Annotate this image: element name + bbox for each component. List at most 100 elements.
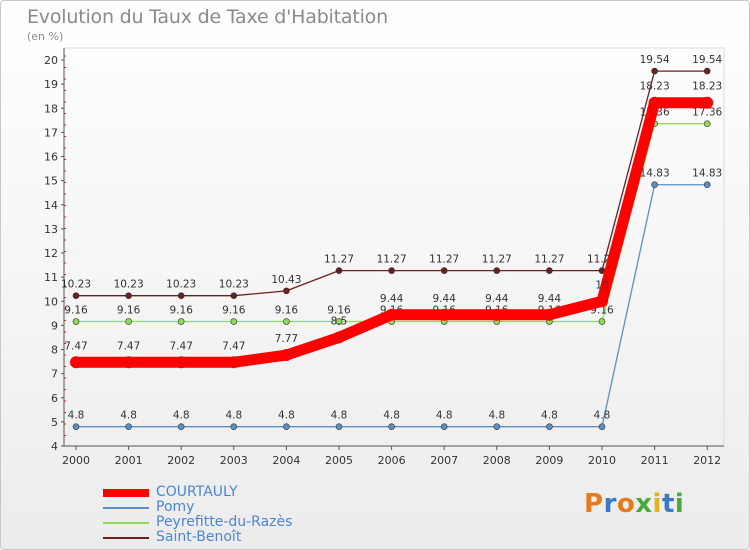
x-tick-label: 2012	[693, 454, 721, 467]
data-point	[230, 423, 238, 431]
data-point	[490, 308, 503, 321]
data-label: 4.8	[383, 410, 400, 422]
legend-swatch-peyrefitte	[103, 521, 149, 524]
data-label: 4.8	[68, 410, 85, 422]
legend-item-saint-benoit: Saint-Benoît	[103, 530, 292, 545]
brand-letter: P	[584, 489, 604, 519]
data-point	[440, 423, 448, 431]
y-tick-label: 15	[44, 175, 58, 188]
y-tick-label: 8	[51, 344, 58, 357]
data-label: 10.23	[114, 279, 144, 291]
brand-letter: t	[661, 489, 675, 519]
brand-letter: o	[616, 489, 636, 519]
data-label: 7.47	[64, 340, 87, 352]
y-tick-label: 7	[51, 368, 58, 381]
data-label: 10	[595, 279, 608, 291]
data-point	[125, 318, 132, 325]
data-label: 19.54	[692, 54, 722, 66]
x-tick-label: 2009	[535, 454, 563, 467]
data-label: 4.8	[436, 410, 453, 422]
x-tick-label: 2003	[220, 454, 248, 467]
data-label: 7.47	[117, 340, 140, 352]
data-label: 10.23	[61, 279, 91, 291]
data-label: 11.27	[534, 254, 564, 266]
data-label: 4.8	[278, 410, 295, 422]
y-tick-label: 5	[51, 416, 58, 429]
data-point	[543, 308, 556, 321]
data-label: 18.23	[640, 81, 670, 93]
data-point	[701, 96, 714, 109]
y-tick-label: 17	[44, 126, 58, 139]
data-label: 4.8	[173, 410, 190, 422]
x-tick-label: 2000	[62, 454, 90, 467]
data-label: 11.27	[429, 254, 459, 266]
data-label: 17.36	[692, 107, 722, 119]
legend-swatch-courtauly	[103, 488, 149, 497]
data-label: 11.27	[324, 254, 354, 266]
data-label: 10.23	[166, 279, 196, 291]
proxiti-logo: Proxiti	[584, 489, 684, 519]
brand-letter: i	[652, 489, 662, 519]
data-point	[335, 318, 343, 325]
x-tick-label: 2001	[115, 454, 143, 467]
data-point	[125, 423, 132, 431]
data-point	[651, 181, 658, 189]
y-tick-label: 6	[51, 392, 58, 405]
data-point	[125, 292, 132, 300]
data-point	[648, 96, 661, 109]
legend-label: Peyrefitte-du-Razès	[156, 514, 293, 530]
data-label: 7.77	[275, 333, 298, 345]
data-label: 4.8	[225, 410, 242, 422]
data-point	[230, 318, 238, 325]
data-label: 9.16	[327, 305, 351, 317]
legend-item-peyrefitte: Peyrefitte-du-Razès	[103, 515, 292, 530]
data-label: 19.54	[640, 54, 670, 66]
y-axis-unit: (en %)	[27, 30, 64, 43]
x-tick-label: 2011	[641, 454, 669, 467]
data-label: 11.27	[377, 254, 407, 266]
data-label: 4.8	[594, 410, 611, 422]
x-tick-label: 2005	[325, 454, 353, 467]
data-label: 11.27	[482, 254, 512, 266]
plot-area	[63, 47, 725, 447]
data-label: 9.16	[64, 305, 88, 317]
data-point	[177, 318, 185, 325]
data-point	[280, 349, 293, 362]
legend-label: Saint-Benoît	[156, 529, 242, 545]
data-point	[546, 423, 553, 431]
legend-item-pomy: Pomy	[103, 500, 292, 515]
data-point	[388, 423, 395, 431]
data-point	[703, 120, 711, 127]
brand-letter: r	[603, 489, 617, 519]
data-point	[438, 308, 451, 321]
chart-title: Evolution du Taux de Taxe d'Habitation	[27, 6, 388, 28]
brand-letter: x	[635, 489, 653, 519]
data-point	[70, 356, 82, 369]
data-point	[230, 292, 238, 300]
data-point	[598, 318, 606, 325]
data-point	[388, 267, 395, 274]
data-point	[177, 423, 185, 431]
data-point	[440, 267, 448, 274]
data-label: 10.23	[219, 279, 249, 291]
y-tick-label: 19	[44, 78, 58, 91]
data-point	[72, 292, 80, 300]
y-tick-label: 12	[44, 247, 58, 260]
x-tick-label: 2004	[272, 454, 300, 467]
legend-label: Pomy	[156, 499, 195, 515]
data-label: 8.5	[331, 315, 348, 327]
x-tick-label: 2010	[588, 454, 616, 467]
data-label: 4.8	[120, 410, 137, 422]
data-point	[175, 356, 188, 369]
data-label: 4.8	[541, 410, 558, 422]
data-point	[177, 292, 185, 300]
data-label: 7.47	[222, 340, 245, 352]
y-tick-label: 16	[44, 151, 58, 164]
data-point	[72, 318, 80, 325]
x-tick-label: 2008	[483, 454, 511, 467]
data-point	[493, 423, 501, 431]
data-label: 9.44	[433, 293, 457, 305]
data-point	[122, 356, 135, 369]
